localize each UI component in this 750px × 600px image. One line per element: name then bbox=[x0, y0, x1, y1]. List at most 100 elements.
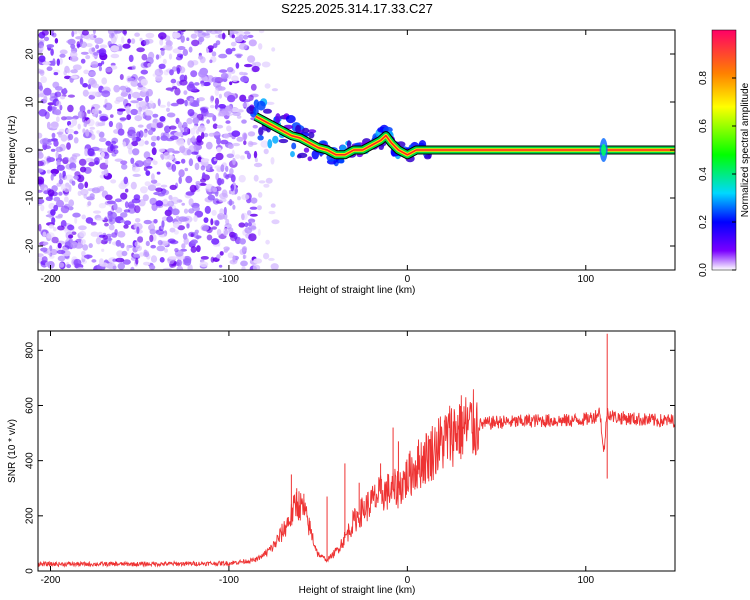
noise-speckle bbox=[68, 133, 74, 141]
noise-speckle bbox=[166, 101, 171, 107]
noise-speckle bbox=[76, 174, 85, 183]
noise-speckle bbox=[247, 131, 256, 137]
noise-speckle bbox=[252, 124, 258, 129]
noise-speckle bbox=[231, 47, 236, 52]
x-tick-label: -200 bbox=[40, 274, 60, 285]
noise-speckle bbox=[168, 256, 178, 260]
noise-speckle bbox=[127, 126, 136, 135]
noise-speckle bbox=[151, 203, 158, 212]
noise-speckle bbox=[258, 180, 266, 184]
noise-speckle bbox=[149, 234, 154, 243]
colorbar-tick-label: 0.4 bbox=[698, 167, 709, 181]
noise-speckle bbox=[51, 132, 56, 139]
noise-speckle bbox=[181, 202, 185, 206]
noise-speckle bbox=[110, 179, 117, 184]
noise-speckle bbox=[79, 77, 84, 85]
carrier-blob bbox=[258, 127, 264, 136]
noise-speckle bbox=[166, 107, 170, 113]
noise-speckle bbox=[102, 148, 108, 152]
chart-title: S225.2025.314.17.33.C27 bbox=[281, 1, 433, 16]
noise-speckle bbox=[191, 103, 200, 107]
noise-speckle bbox=[137, 236, 144, 243]
noise-speckle bbox=[38, 68, 43, 74]
noise-speckle bbox=[90, 231, 99, 237]
noise-speckle bbox=[59, 49, 68, 55]
noise-speckle bbox=[169, 240, 179, 245]
noise-speckle bbox=[41, 256, 48, 263]
noise-speckle bbox=[179, 79, 188, 86]
noise-speckle bbox=[265, 239, 270, 245]
x-tick-label: 0 bbox=[405, 575, 411, 586]
noise-speckle bbox=[88, 77, 96, 86]
snr-y-axis: 0 200 400 600 800 bbox=[25, 342, 675, 574]
carrier-peak bbox=[255, 115, 675, 156]
noise-speckle bbox=[252, 264, 261, 270]
noise-speckle bbox=[211, 238, 220, 245]
noise-speckle bbox=[58, 179, 64, 185]
noise-speckle bbox=[263, 148, 269, 155]
noise-speckle bbox=[165, 161, 171, 168]
noise-speckle bbox=[130, 266, 135, 270]
noise-speckle bbox=[191, 135, 196, 143]
noise-speckle bbox=[79, 105, 86, 113]
noise-speckle bbox=[268, 210, 276, 215]
noise-speckle bbox=[119, 85, 127, 91]
carrier-blob bbox=[256, 100, 266, 111]
noise-speckle bbox=[191, 39, 200, 47]
noise-speckle bbox=[169, 125, 177, 130]
noise-speckle bbox=[110, 114, 114, 118]
noise-speckle bbox=[145, 32, 155, 39]
noise-speckle bbox=[166, 112, 176, 118]
noise-speckle bbox=[170, 88, 174, 92]
noise-speckle bbox=[115, 96, 125, 102]
noise-speckle bbox=[217, 177, 222, 186]
noise-speckle bbox=[204, 205, 211, 214]
noise-speckle bbox=[160, 48, 165, 56]
noise-speckle bbox=[136, 97, 143, 102]
noise-speckle bbox=[211, 76, 220, 83]
snr-y-label: SNR (10 * v/v) bbox=[7, 419, 18, 483]
noise-speckle bbox=[150, 255, 158, 263]
noise-speckle bbox=[221, 189, 228, 198]
noise-speckle bbox=[91, 108, 100, 115]
noise-speckle bbox=[98, 66, 102, 72]
noise-speckle bbox=[114, 229, 118, 236]
noise-speckle bbox=[60, 95, 66, 100]
noise-speckle bbox=[214, 103, 219, 110]
noise-speckle bbox=[270, 157, 275, 165]
noise-speckle bbox=[66, 264, 72, 269]
noise-speckle bbox=[250, 83, 257, 91]
noise-speckle bbox=[46, 44, 55, 48]
noise-speckle bbox=[232, 157, 236, 166]
noise-speckle bbox=[164, 248, 168, 253]
noise-speckle bbox=[96, 130, 101, 134]
carrier-track bbox=[246, 98, 675, 167]
colorbar-tick-label: 0.0 bbox=[698, 263, 709, 277]
carrier-blob bbox=[285, 115, 296, 124]
noise-speckle bbox=[55, 199, 65, 208]
colorbar: 0.0 0.2 0.4 0.6 0.8 Normalized spectral ampl… bbox=[698, 29, 750, 277]
noise-speckle bbox=[263, 183, 270, 188]
noise-speckle bbox=[137, 124, 144, 128]
noise-speckle bbox=[43, 87, 52, 96]
noise-speckle bbox=[86, 43, 93, 48]
noise-speckle bbox=[67, 38, 76, 46]
noise-speckle bbox=[57, 255, 66, 262]
noise-speckle bbox=[147, 184, 157, 191]
noise-speckle bbox=[256, 205, 262, 211]
noise-speckle bbox=[212, 43, 218, 49]
noise-speckle bbox=[182, 259, 187, 265]
noise-speckle bbox=[231, 75, 239, 82]
noise-speckle bbox=[206, 234, 213, 241]
noise-speckle bbox=[268, 257, 275, 261]
noise-speckle bbox=[188, 46, 193, 53]
colorbar-tick-label: 0.6 bbox=[698, 119, 709, 133]
noise-speckle bbox=[186, 117, 193, 125]
noise-speckle bbox=[80, 239, 86, 245]
noise-speckle bbox=[206, 119, 211, 124]
noise-speckle bbox=[82, 128, 86, 134]
noise-speckle bbox=[219, 251, 224, 256]
noise-speckle bbox=[75, 36, 84, 40]
noise-speckle bbox=[169, 227, 176, 233]
noise-speckle bbox=[227, 252, 234, 259]
